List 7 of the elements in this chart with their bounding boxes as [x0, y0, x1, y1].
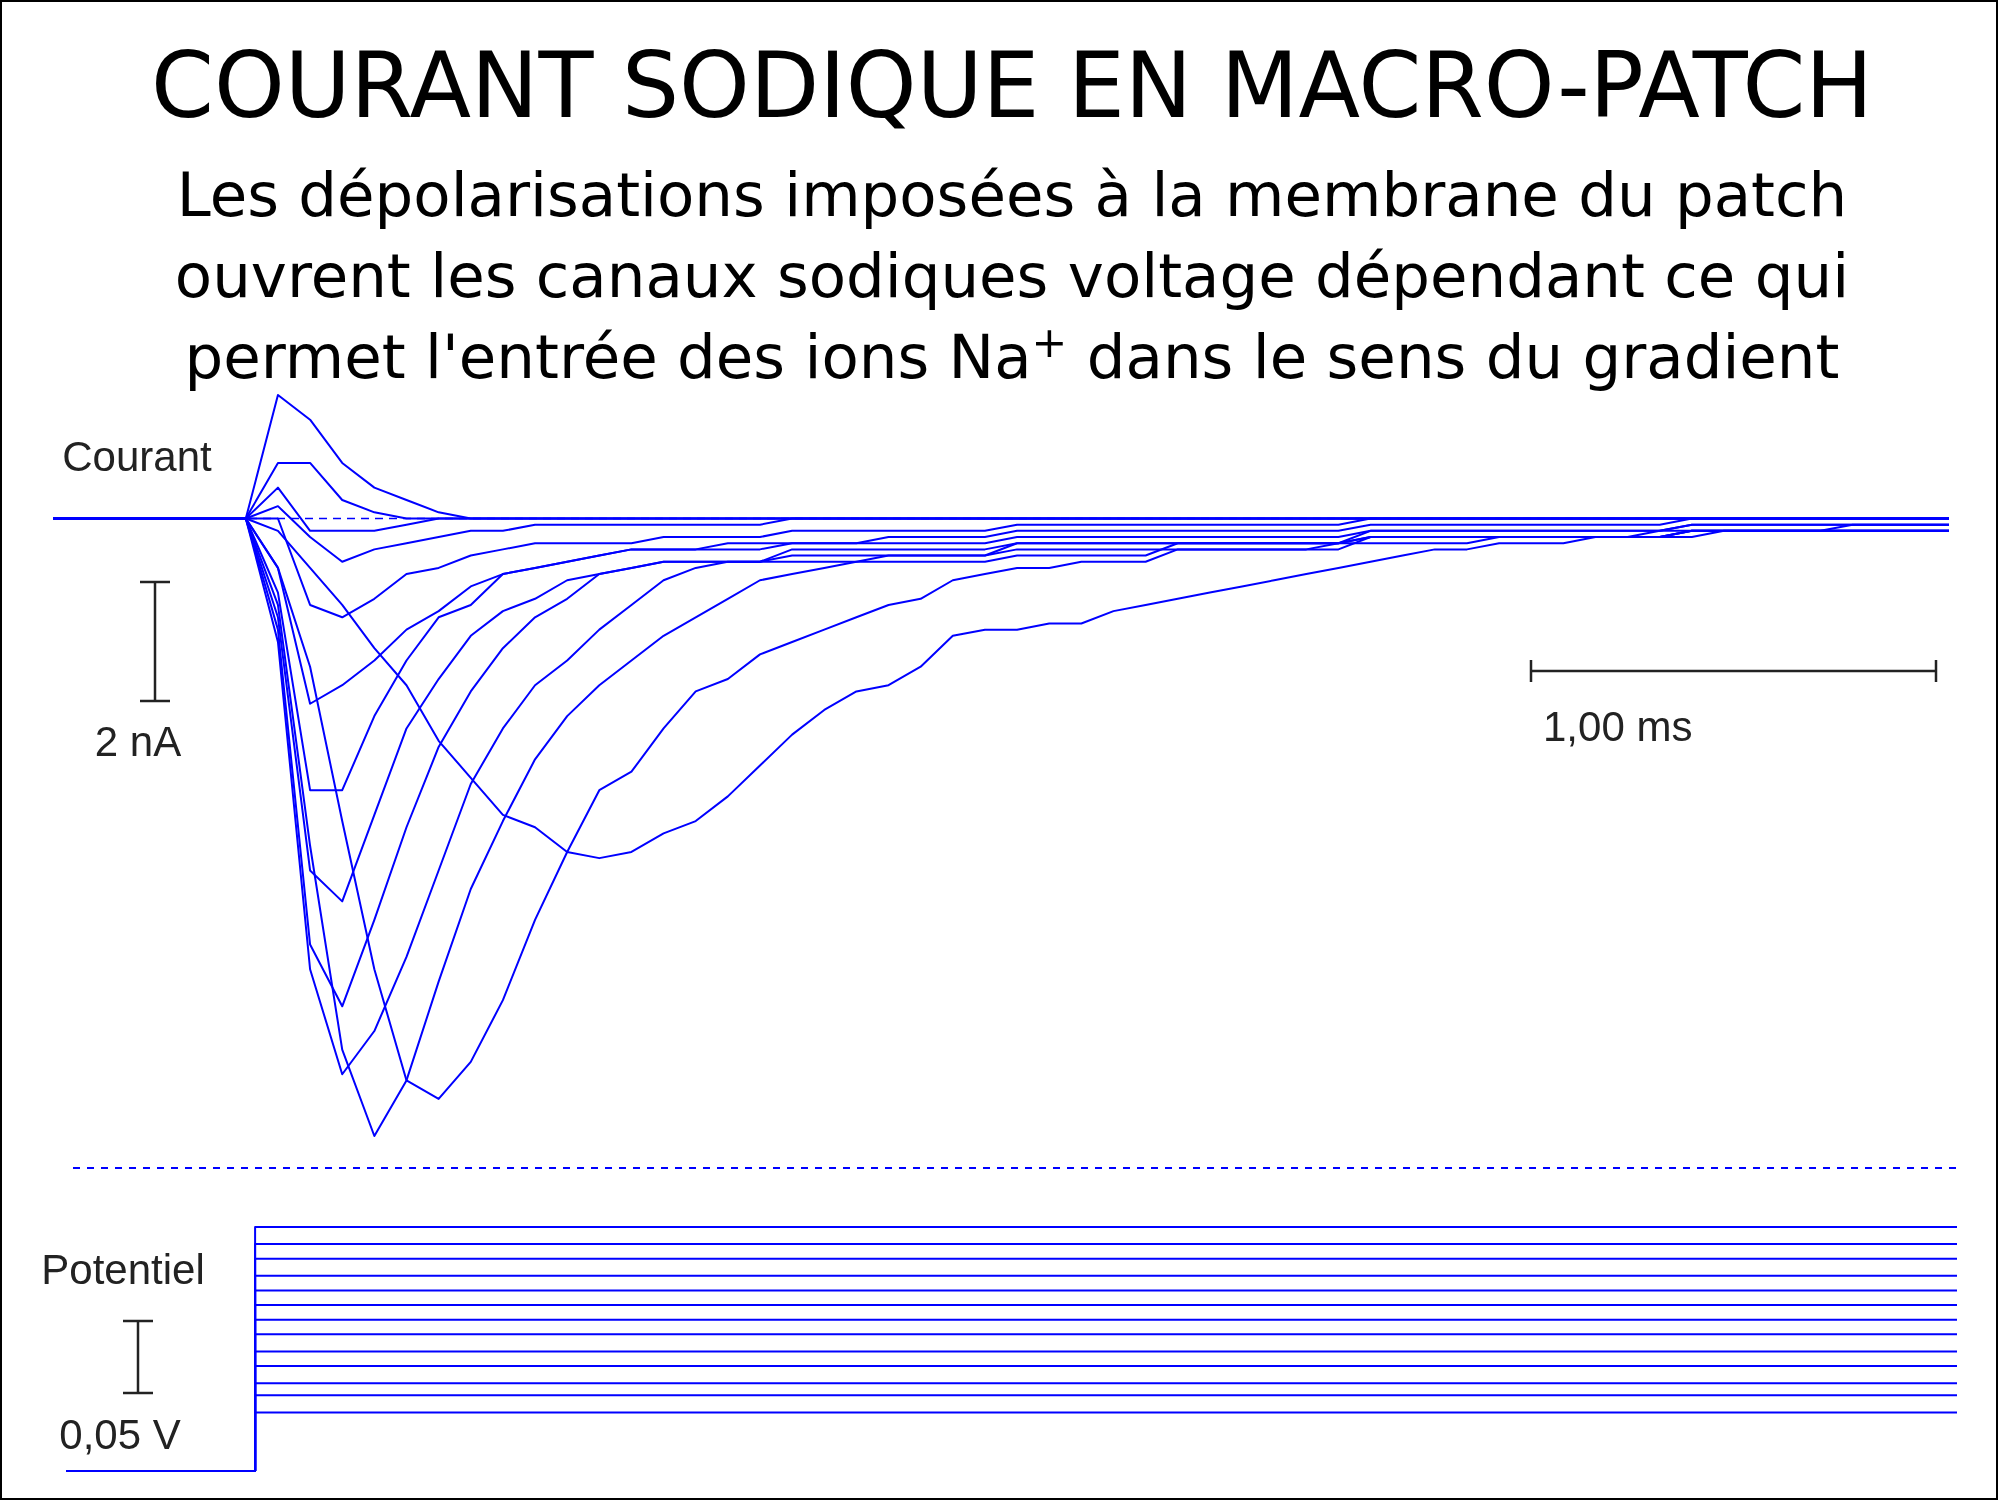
- chart-title: COURANT SODIQUE EN MACRO-PATCH: [150, 33, 1874, 138]
- annotation: 1,00 ms: [1543, 703, 1693, 750]
- chart-subtitle: Les dépolarisations imposées à la membrane du patch ouvrent les canaux sodiques voltage dépendant ce qui permet l'entrée des ions Na$^{+}$ dans le sens du gradient: [173, 158, 1851, 394]
- annotation: Courant: [62, 433, 213, 480]
- annotation: Potentiel: [41, 1246, 205, 1293]
- annotation: 0,05 V: [59, 1411, 181, 1458]
- annotation: 2 nA: [94, 718, 182, 765]
